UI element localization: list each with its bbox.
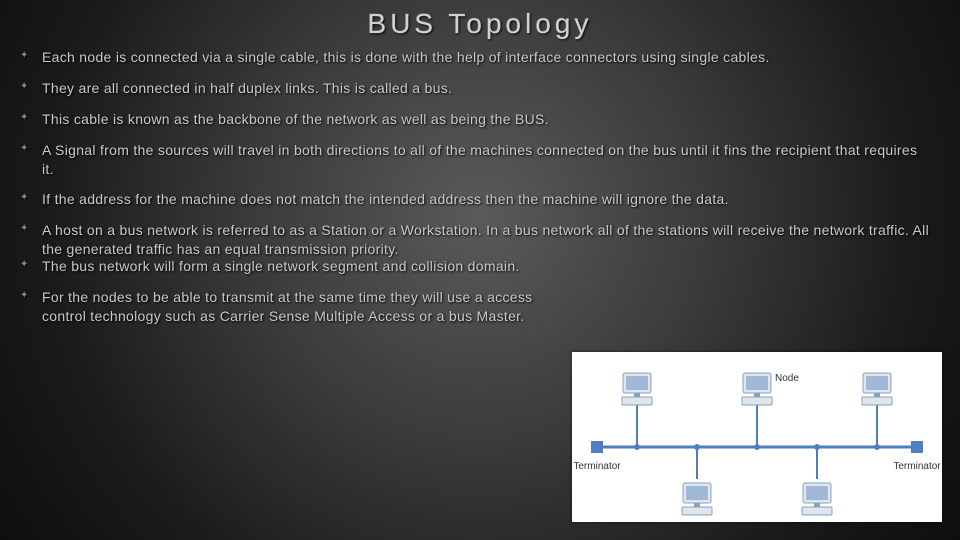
bus-topology-diagram: Terminator Terminator Node [572,352,942,522]
bullet-list: Each node is connected via a single cabl… [38,48,930,326]
bullet-item: For the nodes to be able to transmit at … [38,288,562,326]
svg-text:Node: Node [775,373,799,384]
bullet-item: This cable is known as the backbone of t… [38,110,930,129]
bullet-item: The bus network will form a single netwo… [38,257,562,276]
svg-text:Terminator: Terminator [893,461,941,472]
bullet-item: A host on a bus network is referred to a… [38,221,930,259]
bullet-item: If the address for the machine does not … [38,190,930,209]
diagram-svg: Terminator Terminator Node [572,352,942,522]
slide-title: BUS Topology [0,0,960,40]
svg-text:Terminator: Terminator [573,461,621,472]
bullet-item: A Signal from the sources will travel in… [38,141,930,179]
bullet-item: They are all connected in half duplex li… [38,79,930,98]
bullet-item: Each node is connected via a single cabl… [38,48,930,67]
content-area: Each node is connected via a single cabl… [0,40,960,326]
slide: BUS Topology Each node is connected via … [0,0,960,540]
